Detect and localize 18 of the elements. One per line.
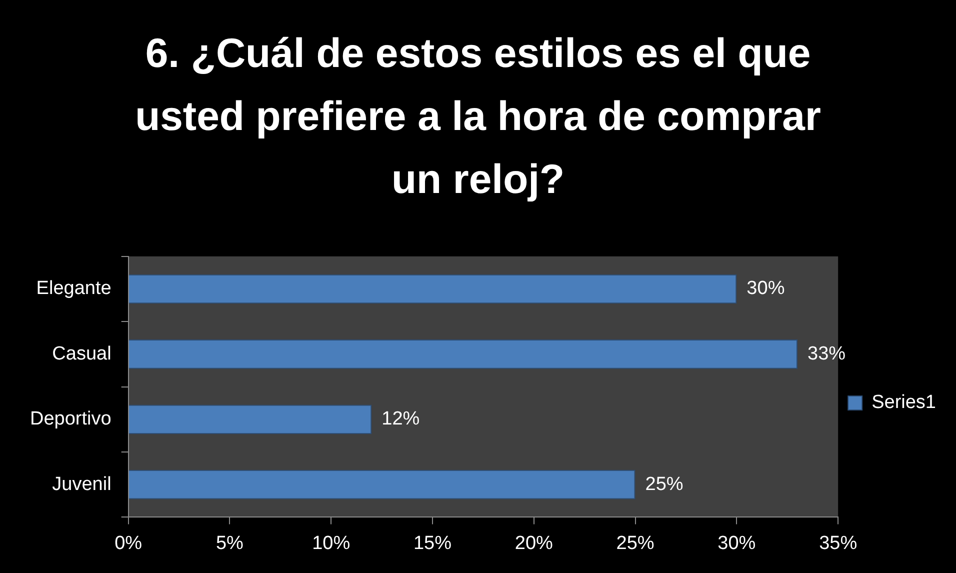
x-tick-label: 20% <box>514 532 554 554</box>
x-tick-label: 10% <box>312 532 350 554</box>
x-tick-label: 30% <box>718 532 756 554</box>
y-tick-label: Juvenil <box>52 474 112 495</box>
y-tick-label: Deportivo <box>30 408 112 430</box>
data-label: 12% <box>382 408 420 430</box>
data-label: 30% <box>746 278 785 300</box>
chart-title: 6. ¿Cuál de estos estilos es el que usted prefiere a la hora de comprar un reloj? <box>134 29 822 204</box>
y-tick-label: Elegante <box>36 278 112 300</box>
data-label: 33% <box>808 343 846 364</box>
x-tick-label: 35% <box>819 532 858 554</box>
x-tick-label: 0% <box>114 532 142 554</box>
y-tick-label: Casual <box>52 343 112 364</box>
x-tick-label: 25% <box>616 532 654 554</box>
x-tick-label: 15% <box>413 532 452 554</box>
data-label: 25% <box>645 474 684 495</box>
legend-label: Series1 <box>872 392 936 414</box>
x-tick-label: 5% <box>216 532 244 554</box>
